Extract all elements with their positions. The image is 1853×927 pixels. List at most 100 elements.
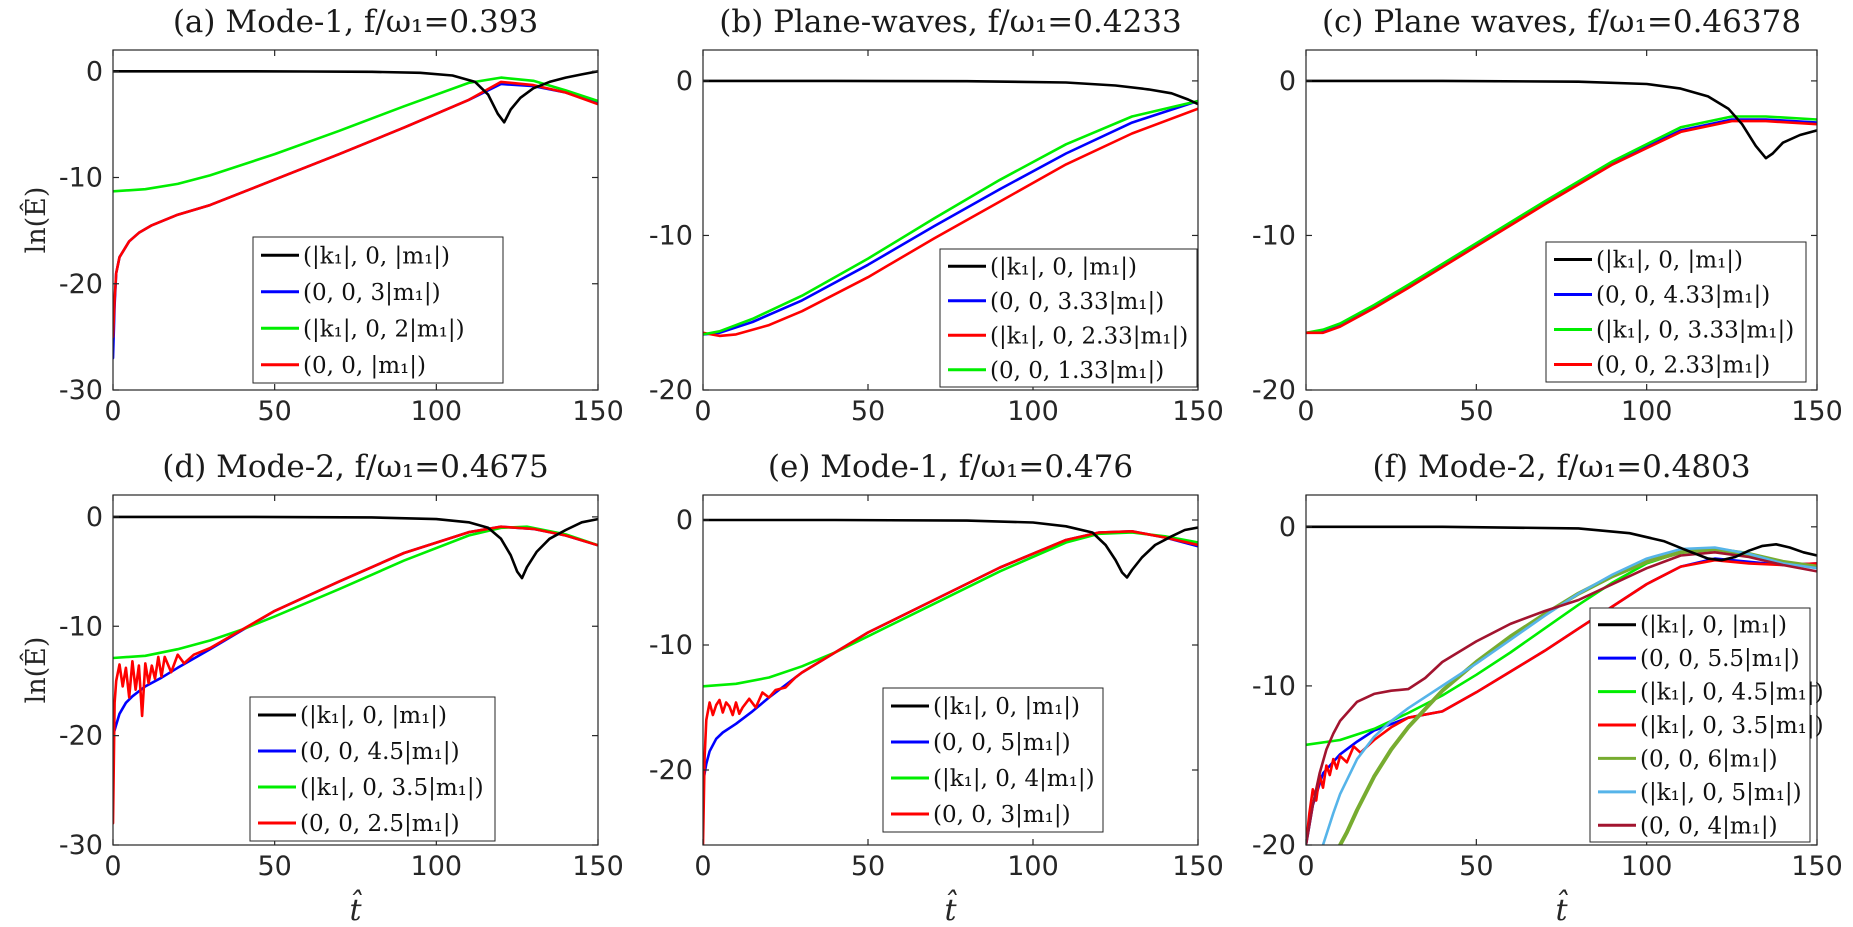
series-line-3 xyxy=(113,525,598,825)
y-tick-label: -10 xyxy=(1252,220,1296,251)
legend: (|k₁|, 0, |m₁|) (0, 0, 3|m₁|) (|k₁|, 0, 2|… xyxy=(252,236,504,384)
x-tick-label: 150 xyxy=(572,396,624,427)
legend-box xyxy=(882,687,1104,833)
x-tick-label: 100 xyxy=(411,851,463,882)
x-axis-label: t̂ xyxy=(944,889,957,927)
panel-1: 0 50 100 150 0 -10 -20 (b) Plane-waves, f/ω₁=0.… xyxy=(649,4,1224,427)
series-line-0 xyxy=(703,79,1198,106)
plot-frame xyxy=(112,49,599,391)
y-tick-label: -30 xyxy=(59,830,103,861)
legend: (|k₁|, 0, |m₁|) (0, 0, 3.33|m₁|) (|k₁|, 0,… xyxy=(939,248,1198,388)
legend-entry: (0, 0, 4.5|m₁|) xyxy=(300,739,460,765)
x-tick-label: 100 xyxy=(1621,396,1673,427)
x-tick-label: 50 xyxy=(257,851,291,882)
y-tick-label: 0 xyxy=(676,505,693,536)
legend-entry: (|k₁|, 0, |m₁|) xyxy=(990,254,1137,280)
legend: (|k₁|, 0, |m₁|) (0, 0, 4.5|m₁|) (|k₁|, 0, … xyxy=(249,696,496,842)
legend-entry: (|k₁|, 0, 2.33|m₁|) xyxy=(990,323,1188,349)
y-tick-label: -20 xyxy=(59,269,103,300)
y-axis-label: ln(Ê) xyxy=(19,637,52,704)
y-tick-label: -10 xyxy=(1252,671,1296,702)
panel-0: 0 50 100 150 0 -10 -20 -30 (a) Mode-1, f/ω₁=0.39… xyxy=(19,4,624,427)
plot-frame xyxy=(1305,49,1818,391)
legend-entry: (|k₁|, 0, 3.5|m₁|) xyxy=(1640,713,1824,739)
legend-box xyxy=(252,236,504,384)
panel-3: 0 50 100 150 0 -10 -20 -30 (d) Mode-2, f/ω₁=0.46… xyxy=(19,449,624,927)
chart-title: (e) Mode-1, f/ω₁=0.476 xyxy=(768,449,1133,485)
y-tick-label: 0 xyxy=(86,56,103,87)
y-tick-label: 0 xyxy=(86,502,103,533)
y-tick-label: 0 xyxy=(1279,512,1296,543)
x-tick-label: 50 xyxy=(851,396,885,427)
legend: (|k₁|, 0, |m₁|) (0, 0, 5|m₁|) (|k₁|, 0, 4|… xyxy=(882,687,1104,833)
y-tick-label: -20 xyxy=(1252,375,1296,406)
legend-entry: (|k₁|, 0, 5|m₁|) xyxy=(1640,780,1802,806)
chart-title: (f) Mode-2, f/ω₁=0.4803 xyxy=(1372,449,1750,485)
series-line-4 xyxy=(1338,547,1817,845)
chart-title: (a) Mode-1, f/ω₁=0.393 xyxy=(173,4,538,40)
y-tick-label: -20 xyxy=(649,375,693,406)
legend-entry: (0, 0, |m₁|) xyxy=(303,353,426,379)
x-tick-label: 0 xyxy=(104,851,121,882)
chart-title: (b) Plane-waves, f/ω₁=0.4233 xyxy=(719,4,1182,40)
chart-title: (d) Mode-2, f/ω₁=0.4675 xyxy=(162,449,548,485)
series-line-3 xyxy=(113,80,598,339)
y-tick-label: -20 xyxy=(1252,830,1296,861)
legend-entry: (0, 0, 1.33|m₁|) xyxy=(990,358,1164,384)
x-tick-label: 100 xyxy=(411,396,463,427)
series-group xyxy=(113,515,598,825)
y-tick-label: -20 xyxy=(649,755,693,786)
chart-title: (c) Plane waves, f/ω₁=0.46378 xyxy=(1322,4,1801,40)
y-tick-label: -10 xyxy=(649,220,693,251)
x-axis-label: t̂ xyxy=(349,889,362,927)
x-tick-label: 0 xyxy=(1297,396,1314,427)
legend-entry: (|k₁|, 0, 3.33|m₁|) xyxy=(1596,318,1794,344)
legend-entry: (|k₁|, 0, 3.5|m₁|) xyxy=(300,775,484,801)
legend-entry: (0, 0, 6|m₁|) xyxy=(1640,746,1778,772)
y-tick-label: -30 xyxy=(59,375,103,406)
legend-entry: (0, 0, 4|m₁|) xyxy=(1640,813,1778,839)
x-tick-label: 50 xyxy=(1459,851,1493,882)
x-tick-label: 0 xyxy=(1297,851,1314,882)
panel-5: 0 50 100 150 0 -10 -20 (f) Mode-2, f/ω₁=0.4803 t… xyxy=(1252,449,1843,927)
legend-box xyxy=(249,696,496,842)
series-line-3 xyxy=(703,99,1198,336)
y-tick-label: -10 xyxy=(59,611,103,642)
legend-entry: (0, 0, 3.33|m₁|) xyxy=(990,289,1164,315)
plot-frame xyxy=(1305,494,1818,846)
x-tick-label: 0 xyxy=(694,396,711,427)
legend-box xyxy=(1545,241,1807,383)
x-tick-label: 150 xyxy=(1791,396,1843,427)
x-tick-label: 150 xyxy=(1791,851,1843,882)
x-tick-label: 100 xyxy=(1007,396,1059,427)
legend-entry: (|k₁|, 0, |m₁|) xyxy=(303,243,450,269)
plot-frame xyxy=(702,49,1199,391)
y-tick-label: -10 xyxy=(59,163,103,194)
x-tick-label: 0 xyxy=(694,851,711,882)
x-tick-label: 150 xyxy=(1172,396,1224,427)
y-tick-label: -20 xyxy=(59,721,103,752)
y-tick-label: 0 xyxy=(1279,66,1296,97)
legend-entry: (0, 0, 3|m₁|) xyxy=(303,280,441,306)
legend-entry: (|k₁|, 0, |m₁|) xyxy=(1596,248,1743,274)
legend-entry: (0, 0, 3|m₁|) xyxy=(933,802,1071,828)
x-tick-label: 100 xyxy=(1007,851,1059,882)
series-line-1 xyxy=(703,99,1198,336)
series-line-2 xyxy=(703,107,1198,338)
series-line-3 xyxy=(703,529,1198,845)
series-line-6 xyxy=(1306,550,1817,845)
series-line-0 xyxy=(703,518,1198,579)
legend-entry: (|k₁|, 0, |m₁|) xyxy=(1640,613,1787,639)
legend-entry: (0, 0, 4.33|m₁|) xyxy=(1596,283,1770,309)
y-tick-label: -10 xyxy=(649,630,693,661)
x-tick-label: 50 xyxy=(1459,396,1493,427)
series-line-0 xyxy=(1306,525,1817,562)
x-tick-label: 50 xyxy=(257,396,291,427)
legend-entry: (0, 0, 5.5|m₁|) xyxy=(1640,646,1800,672)
legend-entry: (|k₁|, 0, 2|m₁|) xyxy=(303,316,465,342)
legend: (|k₁|, 0, |m₁|) (0, 0, 4.33|m₁|) (|k₁|, 0,… xyxy=(1545,241,1807,383)
legend-entry: (|k₁|, 0, 4.5|m₁|) xyxy=(1640,680,1824,706)
panel-4: 0 50 100 150 0 -10 -20 (e) Mode-1, f/ω₁=0.476 t̂… xyxy=(649,449,1224,927)
x-tick-label: 0 xyxy=(104,396,121,427)
